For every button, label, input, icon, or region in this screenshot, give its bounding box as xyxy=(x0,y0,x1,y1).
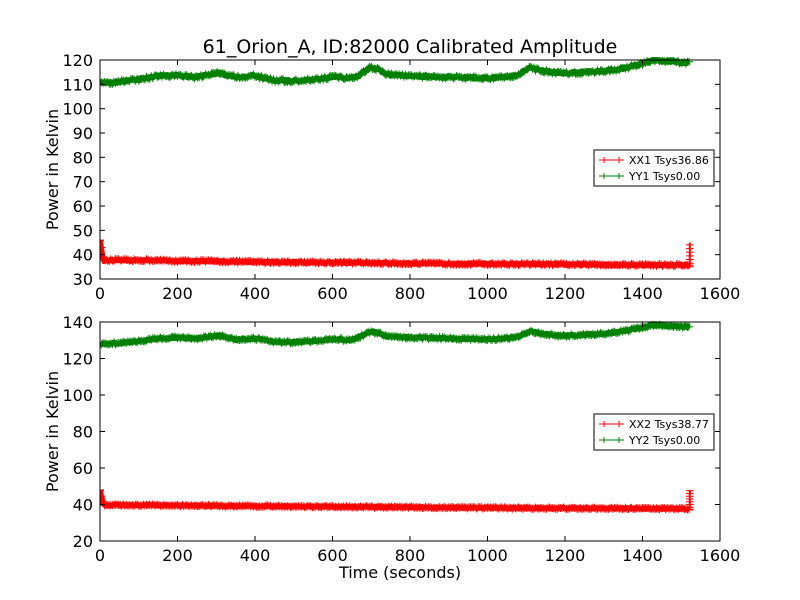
bottom-panel-xx2-yy2: 0 200 400 600 800 1000 1200 1400 1600 20 40 60 80 100… xyxy=(43,313,740,582)
x-tick-label: 1200 xyxy=(545,284,586,303)
y-tick-label: 100 xyxy=(62,100,93,119)
x-axis-label: Time (seconds) xyxy=(338,563,461,582)
y-axis-label: Power in Kelvin xyxy=(43,109,62,230)
series-yy2 xyxy=(100,320,693,349)
series-xx2 xyxy=(100,485,694,514)
y-tick-label: 80 xyxy=(73,148,93,167)
legend-box xyxy=(593,149,715,187)
legend-swatch-marker xyxy=(601,157,622,163)
series-markers xyxy=(100,486,693,514)
top-panel-xx1-yy1: 0 200 400 600 800 1000 1200 1400 1600 30 40 50 60 70 8… xyxy=(43,51,740,303)
y-tick-label: 20 xyxy=(73,532,93,551)
series-yy1 xyxy=(100,57,693,89)
y-tick-label: 120 xyxy=(62,51,93,70)
series-markers xyxy=(100,320,693,349)
end-spike-markers xyxy=(685,244,694,268)
start-spike-marker xyxy=(100,485,104,494)
legend-label: XX2 Tsys38.77 xyxy=(629,418,709,431)
y-tick-label: 40 xyxy=(73,496,93,515)
x-tick-label: 600 xyxy=(317,284,348,303)
series-markers xyxy=(100,236,693,270)
x-tick-label: 1600 xyxy=(700,284,741,303)
y-axis-label: Power in Kelvin xyxy=(43,371,62,492)
legend-swatch-marker xyxy=(601,173,622,179)
y-tick-label: 110 xyxy=(62,75,93,94)
x-tick-label: 400 xyxy=(240,284,271,303)
x-tick-label: 1200 xyxy=(545,546,586,565)
x-tick-label: 800 xyxy=(395,284,426,303)
legend-label: XX1 Tsys36.86 xyxy=(629,154,709,167)
chart-title: 61_Orion_A, ID:82000 Calibrated Amplitud… xyxy=(203,36,618,58)
legend-box xyxy=(593,413,715,451)
y-tick-label: 30 xyxy=(73,270,93,289)
y-tick-label: 60 xyxy=(73,197,93,216)
x-tick-label: 1000 xyxy=(467,284,508,303)
series-markers xyxy=(100,57,693,89)
y-tick-label: 50 xyxy=(73,221,93,240)
y-tick-label: 80 xyxy=(73,423,93,442)
x-tick-label: 0 xyxy=(95,284,105,303)
end-spike-markers xyxy=(685,490,694,511)
legend-swatch-marker xyxy=(601,437,622,443)
legend-swatch-marker xyxy=(601,421,622,427)
legend: XX2 Tsys38.77 YY2 Tsys0.00 xyxy=(593,413,715,451)
x-tick-label: 200 xyxy=(162,546,193,565)
y-tick-label: 40 xyxy=(73,246,93,265)
x-tick-label: 400 xyxy=(240,546,271,565)
y-tick-label: 140 xyxy=(62,313,93,332)
x-tick-label: 1400 xyxy=(622,546,663,565)
legend: XX1 Tsys36.86 YY1 Tsys0.00 xyxy=(593,149,715,187)
x-tick-label: 0 xyxy=(95,546,105,565)
x-tick-label: 200 xyxy=(162,284,193,303)
x-tick-label: 1400 xyxy=(622,284,663,303)
y-tick-label: 70 xyxy=(73,173,93,192)
x-tick-label: 1000 xyxy=(467,546,508,565)
y-tick-label: 60 xyxy=(73,459,93,478)
x-tick-label: 1600 xyxy=(700,546,741,565)
legend-label: YY2 Tsys0.00 xyxy=(628,434,700,447)
series-xx1 xyxy=(100,236,694,270)
x-tick-label: 800 xyxy=(395,546,426,565)
y-tick-label: 120 xyxy=(62,350,93,369)
y-tick-label: 90 xyxy=(73,124,93,143)
x-tick-label: 600 xyxy=(317,546,348,565)
legend-label: YY1 Tsys0.00 xyxy=(628,170,700,183)
y-tick-label: 100 xyxy=(62,386,93,405)
start-spike-marker xyxy=(100,236,104,245)
